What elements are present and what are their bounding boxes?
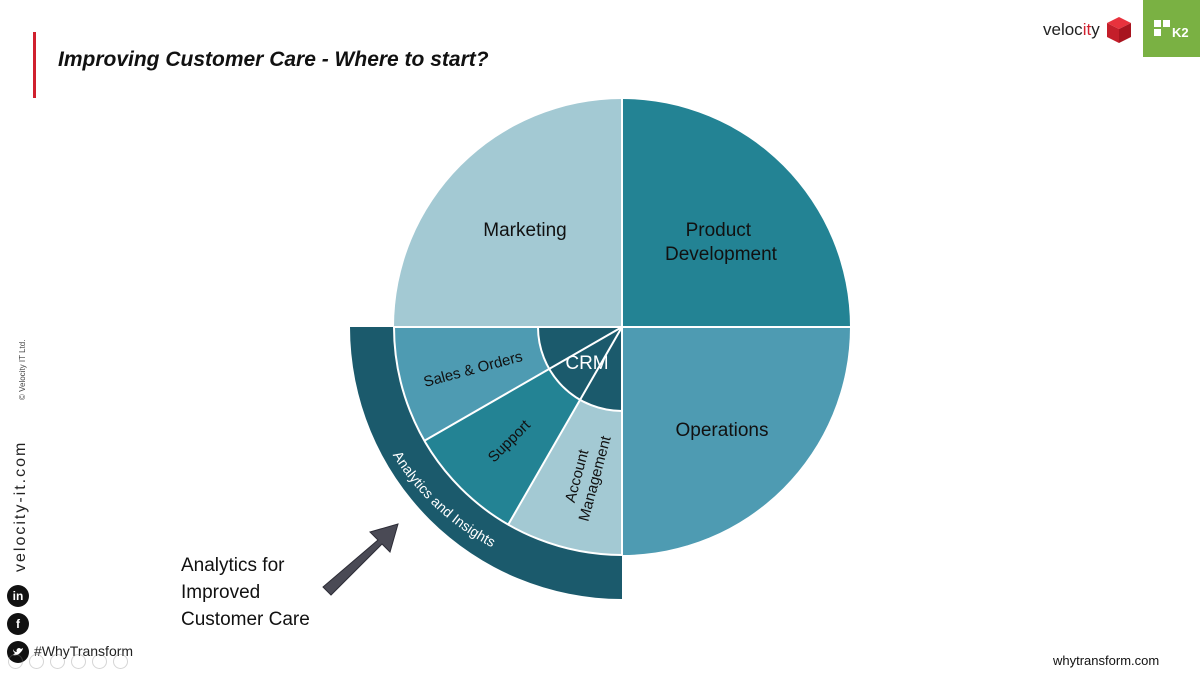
operations-label: Operations	[676, 420, 769, 441]
twitter-bird-shape	[13, 648, 23, 656]
k2-logo-text: K2	[1172, 25, 1189, 40]
k2-logo	[1143, 0, 1200, 57]
page-title: Improving Customer Care - Where to start…	[58, 48, 489, 71]
facebook-icon[interactable]: f	[7, 613, 29, 635]
k2-squares-icon	[1154, 20, 1170, 36]
pen-control-icon[interactable]	[50, 654, 65, 669]
marketing-segment	[394, 99, 622, 327]
crm-label: CRM	[565, 353, 608, 374]
marketing-label: Marketing	[483, 220, 566, 241]
title-accent-bar	[33, 32, 36, 98]
cube-icon	[1106, 17, 1131, 43]
segment-dividers	[393, 99, 850, 556]
product-development-label-line: Development	[665, 244, 778, 265]
velocity-logo: velocity	[1043, 16, 1132, 44]
callout-line: Customer Care	[181, 609, 310, 630]
arrow-icon	[322, 523, 399, 596]
next-control-icon[interactable]	[29, 654, 44, 669]
velocity-logo-text: velocity	[1043, 20, 1100, 39]
more-control-icon[interactable]	[113, 654, 128, 669]
crm-segment	[538, 327, 622, 411]
linkedin-icon[interactable]: in	[7, 585, 29, 607]
operations-segment	[622, 327, 850, 555]
product-development-label: Product Development	[665, 220, 778, 265]
slide-controls	[8, 654, 128, 669]
prev-control-icon[interactable]	[8, 654, 23, 669]
callout-line: Improved	[181, 582, 261, 603]
zoom-control-icon[interactable]	[92, 654, 107, 669]
analytics-callout: Analytics for Improved Customer Care	[181, 552, 310, 633]
product-development-label-line: Product	[686, 220, 752, 241]
callout-line: Analytics for	[181, 555, 285, 576]
analytics-ring-segment	[350, 327, 622, 599]
footer-website: whytransform.com	[1053, 653, 1160, 668]
product-development-segment	[622, 99, 850, 327]
slides-control-icon[interactable]	[71, 654, 86, 669]
